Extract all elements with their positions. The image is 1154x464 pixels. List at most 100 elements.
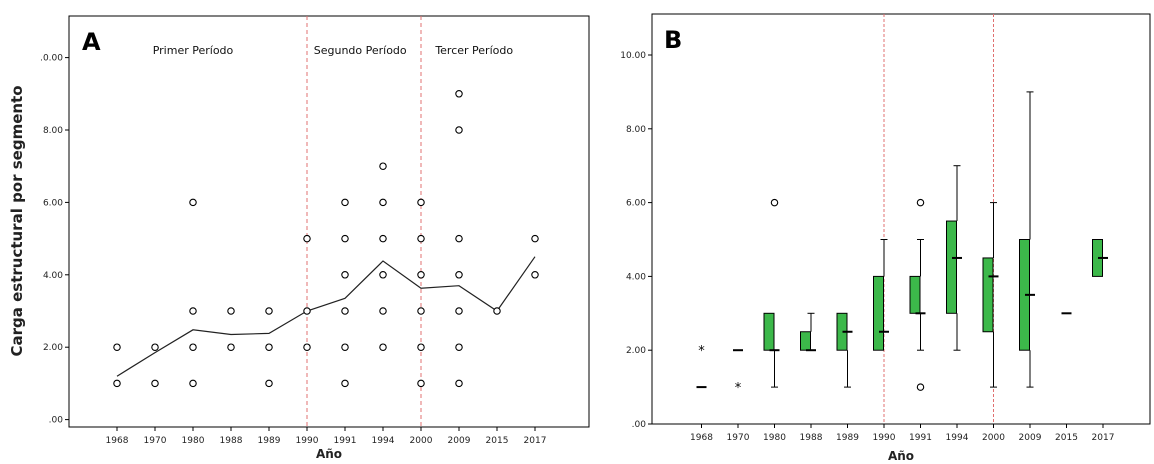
scatter-point [417, 379, 425, 388]
x-tick-label-a: 1968 [106, 436, 129, 446]
box-1991 [909, 198, 926, 391]
scatter-point [341, 271, 349, 279]
y-axis-label-a: Carga estructural por segmento [8, 85, 26, 356]
scatter-point [227, 343, 235, 351]
y-tick-label-a: .00 [49, 416, 64, 426]
x-tick-label-a: 2000 [410, 436, 433, 446]
scatter-point [455, 126, 463, 134]
scatter-point [303, 234, 311, 243]
scatter-point [227, 307, 235, 315]
scatter-point [113, 379, 121, 388]
y-tick-label-b: .00 [632, 420, 647, 430]
outlier-star: * [735, 381, 742, 396]
scatter-point [417, 271, 425, 279]
y-tick-label-a: .0.00 [40, 54, 63, 64]
scatter-point [417, 307, 425, 315]
scatter-point [455, 307, 463, 315]
scatter-point [341, 343, 349, 351]
outlier-circle [916, 198, 925, 207]
scatter-point [189, 343, 197, 351]
period-label: Tercer Período [434, 44, 513, 57]
box-2009 [1019, 91, 1035, 388]
x-tick-label-b: 1980 [763, 433, 786, 443]
scatter-point [303, 307, 311, 315]
scatter-point [455, 234, 463, 243]
y-tick-label-a: 4.00 [43, 271, 63, 281]
y-tick-label-b: 6.00 [626, 199, 646, 209]
scatter-point [341, 379, 349, 388]
box-1990 [873, 239, 889, 351]
box-1989 [836, 312, 853, 388]
y-tick-label-b: 8.00 [626, 125, 646, 135]
scatter-point [417, 234, 425, 243]
scatter-point [341, 198, 349, 207]
scatter-point [265, 343, 273, 351]
scatter-point [151, 379, 159, 388]
panel-label-b: B [664, 26, 682, 54]
scatter-point [379, 234, 387, 243]
scatter-point [265, 307, 273, 315]
x-tick-label-a: 1988 [220, 436, 243, 446]
scatter-point [189, 307, 197, 315]
scatter-point [417, 343, 425, 351]
x-tick-label-b: 1970 [727, 433, 750, 443]
box-iqr [909, 275, 921, 314]
mean-line [116, 256, 536, 377]
x-axis-label-a: Año [316, 447, 342, 461]
scatter-point [455, 379, 463, 388]
scatter-point [493, 307, 501, 315]
box-iqr [763, 312, 775, 351]
box-1994 [946, 165, 962, 351]
x-tick-label-a: 1994 [372, 436, 395, 446]
x-tick-label-b: 1994 [946, 433, 969, 443]
panel-label-a: A [82, 28, 101, 56]
x-tick-label-b: 2009 [1019, 433, 1042, 443]
scatter-point [341, 307, 349, 315]
y-tick-label-b: 2.00 [626, 346, 646, 356]
box-1988 [800, 312, 816, 352]
x-tick-label-b: 2000 [982, 433, 1005, 443]
scatter-point [341, 234, 349, 243]
box-2000 [982, 202, 999, 388]
scatter-point [379, 271, 387, 279]
x-tick-label-a: 1970 [144, 436, 167, 446]
scatter-point [455, 271, 463, 279]
scatter-point [379, 307, 387, 315]
x-tick-label-a: 1990 [296, 436, 319, 446]
y-tick-label-a: 8.00 [43, 126, 63, 136]
y-tick-label-b: 10.00 [620, 51, 646, 61]
x-tick-label-a: 1991 [334, 436, 357, 446]
x-tick-label-a: 1980 [182, 436, 205, 446]
scatter-point [379, 343, 387, 351]
scatter-point [455, 90, 463, 98]
scatter-point [113, 343, 121, 351]
x-axis-label-b: Año [888, 449, 914, 463]
x-tick-label-b: 1990 [873, 433, 896, 443]
x-tick-label-b: 1988 [800, 433, 823, 443]
x-tick-label-b: 1991 [909, 433, 932, 443]
box-iqr [982, 257, 994, 333]
scatter-point [189, 379, 197, 388]
x-tick-label-b: 1989 [836, 433, 859, 443]
box-1980 [763, 198, 780, 388]
scatter-point [303, 343, 311, 351]
scatter-point [379, 162, 387, 170]
x-tick-label-a: 2017 [524, 436, 547, 446]
scatter-point [151, 343, 159, 351]
period-label: Primer Período [153, 44, 234, 57]
x-tick-label-b: 2017 [1092, 433, 1115, 443]
panel-a: .00 2.00 4.00 6.00 8.00 .0.00 1968 1970 1980 1988… [8, 15, 590, 461]
scatter-point [531, 234, 539, 243]
box-iqr [800, 331, 811, 351]
box-1968: * [696, 344, 707, 389]
panel-b: .00 2.00 4.00 6.00 8.00 10.00 1968 1970 1980 1988… [620, 13, 1151, 463]
plot-frame-a [68, 15, 590, 428]
x-tick-label-a: 2009 [448, 436, 471, 446]
box-iqr [873, 275, 884, 351]
scatter-point [417, 198, 425, 207]
box-1970: * [733, 349, 743, 396]
scatter-point [455, 343, 463, 351]
box-2017 [1092, 239, 1108, 277]
y-tick-label-b: 4.00 [626, 272, 646, 282]
